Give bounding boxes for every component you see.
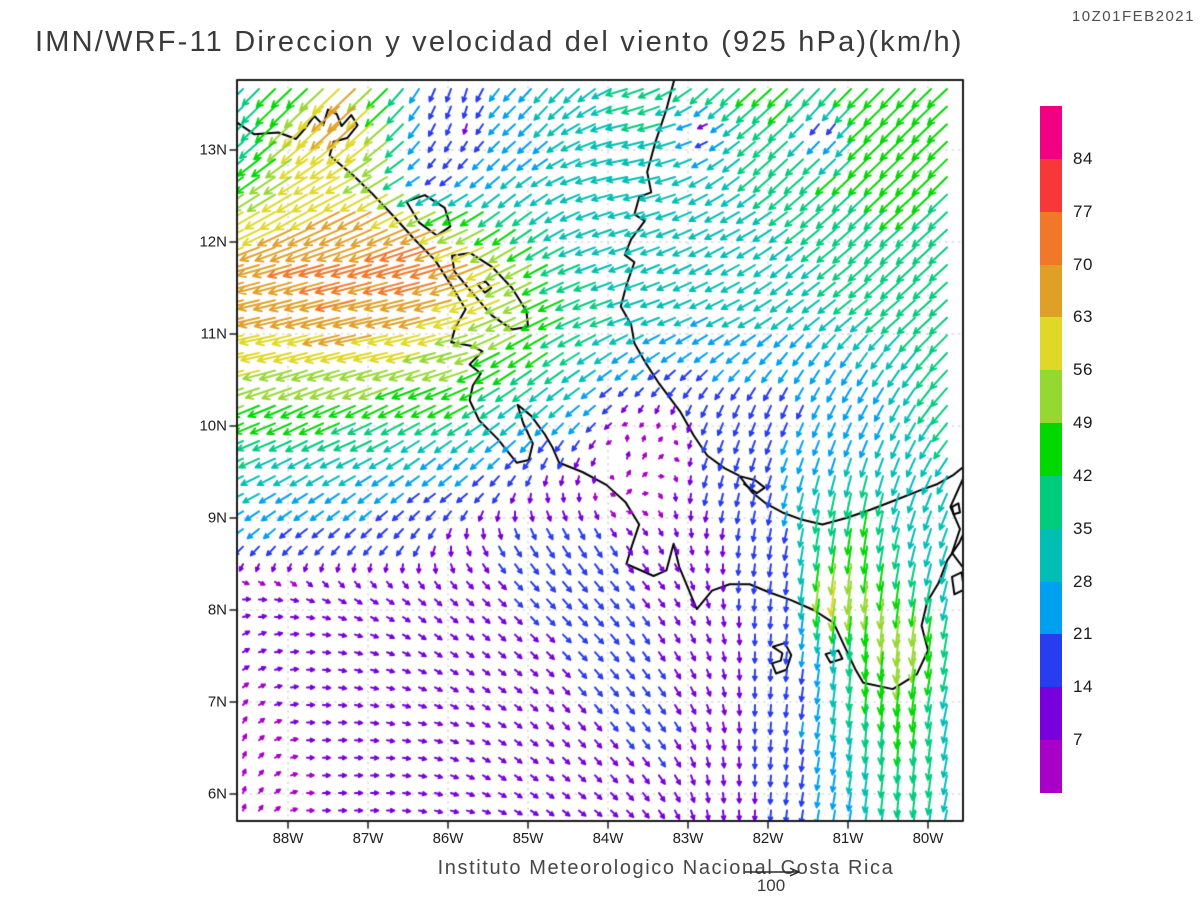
lat-tick-label: 6N [207, 785, 227, 803]
colorbar-segment [1040, 740, 1062, 794]
lat-tick-label: 12N [199, 233, 227, 251]
colorbar-tick-label: 42 [1073, 465, 1093, 485]
colorbar-tick-label: 7 [1073, 730, 1083, 750]
lon-tick-label: 84W [592, 830, 624, 847]
lon-tick-label: 83W [672, 830, 704, 847]
reference-vector-arrow [745, 867, 800, 877]
run-timestamp: 10Z01FEB2021 [1071, 8, 1195, 25]
colorbar-tick-label: 56 [1073, 360, 1093, 380]
chart-title: IMN/WRF-11 Direccion y velocidad del vie… [35, 26, 964, 58]
colorbar-segment [1040, 423, 1062, 477]
colorbar-segment [1040, 158, 1062, 213]
lon-tick-label: 80W [912, 830, 944, 847]
lon-tick-label: 88W [272, 830, 304, 847]
lat-tick-label: 11N [200, 325, 227, 343]
colorbar-segment [1040, 634, 1062, 688]
colorbar-segment [1040, 370, 1062, 424]
lat-tick-label: 10N [199, 417, 227, 435]
lat-tick-label: 8N [207, 601, 227, 619]
lon-tick-label: 82W [752, 830, 784, 847]
colorbar-tick-label: 49 [1073, 413, 1093, 433]
colorbar-tick-label: 63 [1073, 307, 1093, 327]
colorbar-segment [1040, 106, 1062, 160]
colorbar-segment [1040, 264, 1062, 318]
lon-tick-label: 85W [512, 830, 544, 847]
colorbar-tick-label: 21 [1073, 624, 1093, 644]
lon-tick-label: 81W [832, 830, 864, 847]
colorbar-tick-label: 28 [1073, 571, 1093, 591]
lat-tick-label: 7N [207, 693, 227, 711]
reference-vector-value: 100 [756, 876, 786, 895]
lat-tick-label: 13N [199, 141, 227, 159]
lat-tick-label: 9N [207, 509, 227, 527]
colorbar-segment [1040, 687, 1062, 741]
colorbar-segment [1040, 475, 1062, 530]
colorbar-tick-label: 35 [1073, 518, 1093, 538]
colorbar-segment [1040, 317, 1062, 371]
colorbar-tick-label: 14 [1073, 677, 1093, 697]
colorbar-segment [1040, 211, 1062, 266]
colorbar-segment [1040, 581, 1062, 635]
colorbar-tick-label: 77 [1073, 201, 1093, 221]
colorbar-tick-label: 84 [1073, 148, 1093, 168]
institution-footer: Instituto Meteorologico Nacional Costa R… [437, 857, 895, 879]
lon-tick-label: 86W [432, 830, 464, 847]
colorbar-tick-label: 70 [1073, 254, 1093, 274]
lon-tick-label: 87W [352, 830, 384, 847]
colorbar-segment [1040, 528, 1062, 583]
